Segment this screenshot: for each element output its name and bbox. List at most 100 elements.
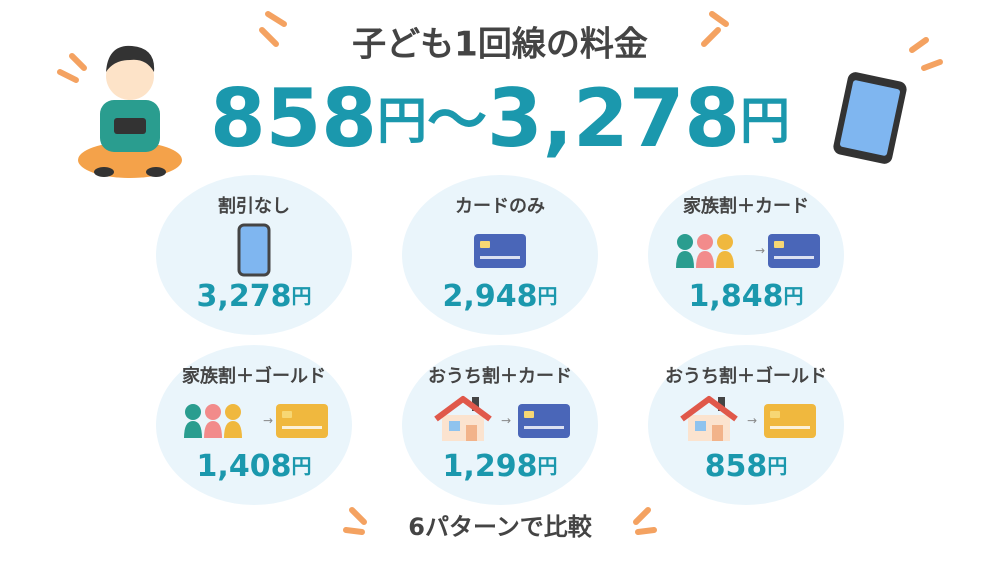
boy-shoe — [94, 167, 114, 177]
price-card: 家族割＋カード → 1,848円 — [648, 175, 844, 335]
house-door — [466, 425, 477, 441]
price-range: 858円〜3,278円 — [210, 72, 790, 165]
plus-arrow: → — [501, 414, 511, 428]
price-unit: 円 — [537, 284, 557, 308]
house-roof — [680, 396, 738, 422]
card-label: おうち割＋ゴールド — [665, 365, 827, 387]
card-stripe — [282, 426, 322, 429]
dash — [633, 507, 651, 525]
dash — [265, 11, 287, 27]
person-head — [185, 404, 201, 420]
card-background — [402, 345, 598, 505]
house-wall — [688, 415, 730, 441]
house-wall — [442, 415, 484, 441]
card-chip — [480, 241, 490, 248]
card-label: 割引なし — [218, 195, 290, 217]
person-head — [677, 234, 693, 250]
price-value: 1,408 — [197, 449, 292, 484]
person-body — [224, 421, 242, 438]
boy-illustration — [78, 45, 182, 178]
credit-card — [768, 234, 820, 268]
dash — [701, 27, 721, 47]
dash — [909, 37, 929, 53]
dash — [69, 53, 87, 71]
person-body — [696, 251, 714, 268]
card-chip — [774, 241, 784, 248]
boy-face — [106, 52, 154, 100]
person-body — [676, 251, 694, 268]
card-price: 1,408円 — [197, 449, 312, 484]
title: 子ども1回線の料金 — [352, 25, 648, 65]
card-label: カードのみ — [455, 196, 545, 217]
footer-text: 6パターンで比較 — [408, 513, 592, 541]
card-price: 1,848円 — [689, 279, 804, 314]
card-label: おうち割＋カード — [428, 365, 572, 387]
price-value: 1,848 — [689, 279, 784, 314]
tablet-screen — [840, 80, 900, 156]
card-chip — [524, 411, 534, 418]
card-background — [648, 345, 844, 505]
price-unit: 円 — [767, 454, 787, 478]
price-value: 3,278 — [197, 279, 292, 314]
person-body — [204, 421, 222, 438]
price-card: 家族割＋ゴールド → 1,408円 — [156, 345, 352, 505]
card-price: 1,298円 — [443, 449, 558, 484]
person-body — [184, 421, 202, 438]
plus-arrow: → — [263, 414, 273, 428]
credit-card — [518, 404, 570, 438]
card-label: 家族割＋カード — [683, 195, 809, 217]
credit-card — [474, 234, 526, 268]
price-unit: 円 — [783, 284, 803, 308]
card-chip — [282, 411, 292, 418]
card-background — [648, 175, 844, 335]
card-price: 2,948円 — [443, 279, 558, 314]
range-tilde: 〜 — [427, 86, 487, 156]
range-high: 3,278 — [487, 72, 740, 165]
price-value: 1,298 — [443, 449, 538, 484]
person-head — [697, 234, 713, 250]
decor-dashes — [57, 11, 943, 535]
credit-card — [764, 404, 816, 438]
price-card: おうち割＋ゴールド → 858円 — [648, 345, 844, 505]
cards: 割引なし3,278円カードのみ2,948円家族割＋カード→1,848円家族割＋ゴ… — [156, 175, 844, 505]
plus-arrow: → — [755, 244, 765, 258]
price-unit: 円 — [291, 284, 311, 308]
card-stripe — [770, 426, 810, 429]
person-head — [717, 234, 733, 250]
card-price: 858円 — [705, 449, 788, 484]
person-body — [716, 251, 734, 268]
price-card: おうち割＋カード → 1,298円 — [402, 345, 598, 505]
card-stripe — [774, 256, 814, 259]
house-window — [449, 421, 460, 431]
boy-hair — [106, 45, 155, 72]
credit-card — [276, 404, 328, 438]
person-head — [205, 404, 221, 420]
dash — [57, 69, 79, 83]
card-stripe — [524, 426, 564, 429]
dash — [709, 11, 729, 27]
tablet-illustration — [833, 72, 907, 164]
house-chimney — [718, 397, 725, 411]
dash — [921, 59, 943, 71]
house-roof — [434, 396, 492, 422]
person-head — [225, 404, 241, 420]
card-chip — [770, 411, 780, 418]
range-low: 858 — [210, 72, 377, 165]
dash — [259, 27, 279, 47]
card-label: 家族割＋ゴールド — [182, 365, 326, 387]
plus-arrow: → — [747, 414, 757, 428]
price-unit: 円 — [291, 454, 311, 478]
card-price: 3,278円 — [197, 279, 312, 314]
boy-shoe — [146, 167, 166, 177]
card-background — [156, 345, 352, 505]
phone — [237, 223, 271, 277]
price-value: 858 — [705, 449, 768, 484]
range-unit: 円 — [377, 92, 427, 150]
house-chimney — [472, 397, 479, 411]
price-unit: 円 — [537, 454, 557, 478]
dash — [343, 527, 365, 535]
price-value: 2,948 — [443, 279, 538, 314]
price-card: カードのみ 2,948円 — [402, 175, 598, 335]
